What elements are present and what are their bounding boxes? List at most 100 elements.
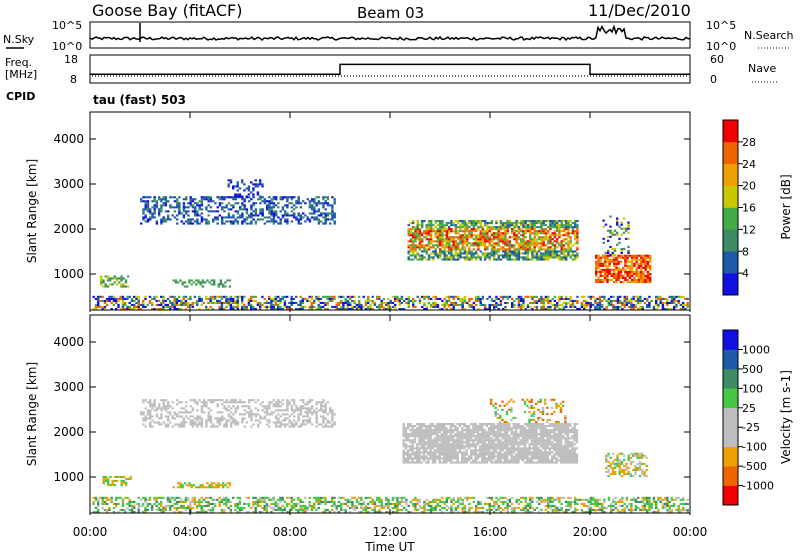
velocity-cell	[333, 423, 336, 426]
power-cell	[225, 305, 228, 308]
velocity-cell	[407, 457, 410, 460]
power-cell	[160, 198, 163, 201]
power-cell	[623, 295, 626, 298]
velocity-cell	[288, 425, 291, 428]
power-cell	[106, 297, 109, 300]
power-cell	[459, 228, 462, 231]
power-cell	[254, 185, 257, 188]
velocity-cell	[472, 439, 475, 442]
velocity-cell	[449, 461, 453, 464]
power-cell	[329, 218, 332, 221]
velocity-cell	[409, 461, 412, 464]
power-cell	[459, 240, 462, 243]
power-cell	[499, 240, 503, 243]
velocity-cell	[438, 439, 441, 442]
velocity-cell	[458, 451, 462, 454]
power-cell	[448, 244, 451, 247]
power-cell	[102, 281, 105, 284]
power-cell	[412, 248, 415, 251]
velocity-cell	[322, 417, 325, 420]
power-cell	[448, 258, 451, 261]
velocity-cell	[497, 439, 500, 442]
velocity-cell	[499, 451, 502, 454]
velocity-cell	[508, 461, 511, 464]
power-cell	[241, 212, 244, 215]
velocity-cell	[539, 441, 543, 444]
velocity-cell	[196, 417, 199, 420]
power-cell	[522, 258, 525, 261]
power-cell	[490, 254, 494, 257]
power-cell	[112, 295, 116, 298]
power-cell	[597, 266, 600, 269]
velocity-cell	[250, 415, 253, 418]
power-cell	[439, 308, 442, 311]
velocity-cell	[494, 445, 498, 448]
velocity-cell	[533, 445, 536, 448]
velocity-cell	[483, 423, 486, 426]
power-cell	[434, 295, 437, 298]
power-cell	[551, 238, 554, 241]
velocity-cell	[189, 419, 192, 422]
power-cell	[286, 295, 289, 298]
velocity-cell	[535, 451, 538, 454]
power-cell	[346, 303, 350, 306]
power-cell	[504, 242, 507, 245]
power-cell	[605, 305, 608, 308]
power-cell	[454, 236, 458, 239]
power-cell	[295, 216, 298, 219]
power-cell	[205, 220, 208, 223]
power-cell	[569, 240, 572, 243]
velocity-cell	[409, 439, 412, 442]
power-cell	[320, 214, 323, 217]
power-cell	[245, 208, 249, 211]
power-cell	[317, 218, 321, 221]
colorbar-swatch	[723, 207, 738, 230]
velocity-cell	[474, 459, 477, 462]
velocity-cell	[452, 441, 455, 444]
power-cell	[488, 242, 491, 245]
power-cell	[301, 301, 305, 304]
velocity-cell	[521, 459, 525, 462]
power-cell	[414, 228, 417, 231]
velocity-cell	[461, 441, 464, 444]
power-cell	[601, 262, 605, 265]
power-cell	[450, 238, 453, 241]
power-cell	[177, 281, 180, 284]
power-cell	[430, 228, 433, 231]
power-cell	[441, 220, 444, 223]
power-cell	[155, 299, 158, 302]
power-cell	[601, 278, 605, 281]
velocity-cell	[544, 429, 547, 432]
power-cell	[595, 278, 598, 281]
power-cell	[538, 258, 541, 261]
velocity-cell	[443, 443, 446, 446]
velocity-cell	[458, 433, 462, 436]
power-cell	[320, 212, 323, 215]
power-cell	[182, 222, 186, 225]
power-cell	[488, 254, 491, 257]
power-cell	[259, 208, 262, 211]
velocity-cell	[259, 421, 262, 424]
power-cell	[153, 210, 156, 213]
power-cell	[407, 246, 410, 249]
power-cell	[562, 301, 566, 304]
velocity-cell	[526, 435, 529, 438]
power-cell	[549, 246, 552, 249]
power-cell	[619, 274, 623, 277]
power-cell	[331, 299, 334, 302]
colorbar-tick-label: 4	[742, 267, 749, 280]
power-cell	[484, 308, 487, 311]
power-cell	[531, 254, 534, 257]
power-cell	[308, 206, 312, 209]
power-cell	[569, 299, 572, 302]
velocity-cell	[551, 435, 554, 438]
power-cell	[639, 299, 642, 302]
power-cell	[558, 230, 561, 233]
power-cell	[183, 281, 187, 284]
power-cell	[369, 308, 372, 311]
power-cell	[517, 244, 521, 247]
power-cell	[558, 232, 561, 235]
velocity-cell	[492, 455, 495, 458]
power-cell	[475, 240, 478, 243]
velocity-cell	[257, 419, 260, 422]
